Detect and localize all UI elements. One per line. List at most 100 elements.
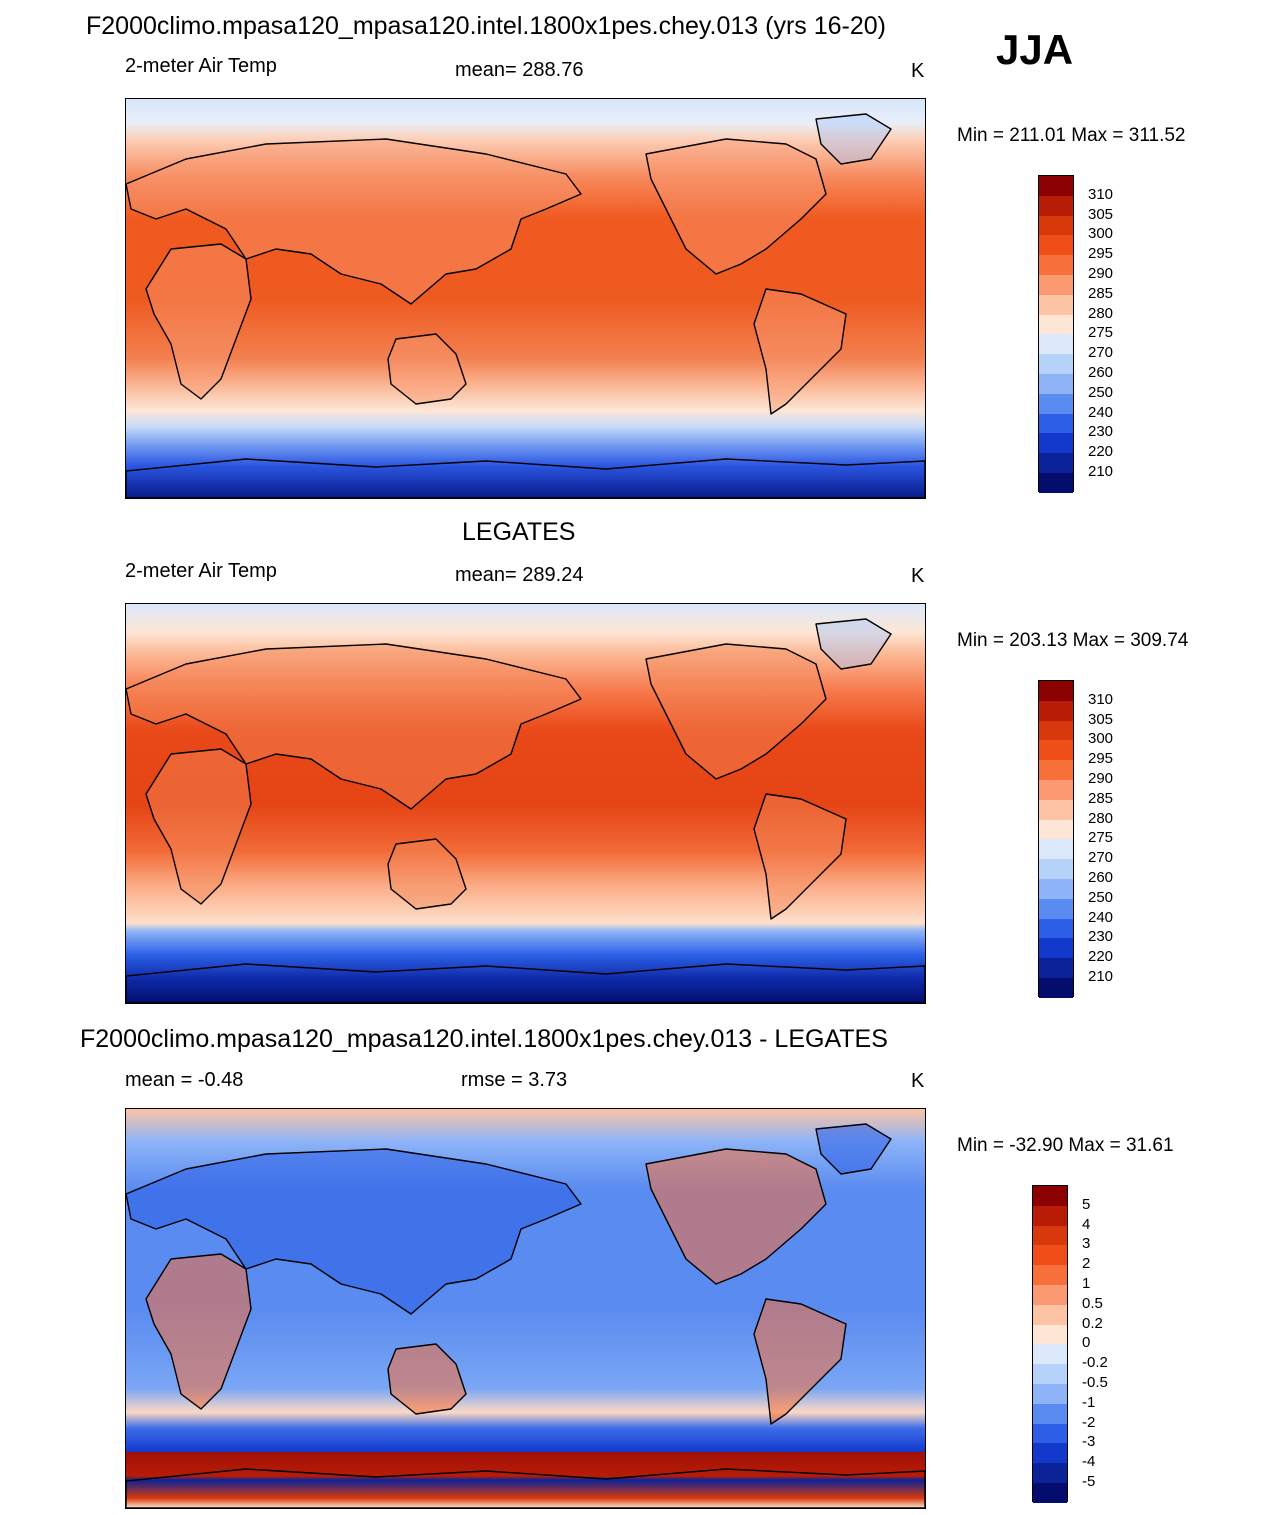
map-field — [126, 604, 925, 1003]
colorbar-swatch — [1033, 1463, 1067, 1484]
land-shading — [126, 1149, 581, 1314]
colorbar-swatch — [1039, 294, 1073, 316]
coastline — [126, 643, 582, 810]
panel-1-mean-label: mean= 288.76 — [455, 59, 584, 81]
colorbar-tick-label: 285 — [1088, 789, 1114, 807]
colorbar-tick-label: -2 — [1082, 1413, 1096, 1431]
panel-1-units-label: K — [911, 60, 925, 82]
coastline — [145, 243, 252, 400]
panel-2-units-label: K — [911, 565, 925, 587]
colorbar-tick-label: -5 — [1082, 1473, 1096, 1490]
colorbar-tick-label: 5 — [1082, 1195, 1091, 1213]
colorbar-swatch — [1039, 176, 1073, 197]
coastline — [126, 1148, 582, 1315]
land-shading — [146, 1254, 251, 1409]
panel-1-map — [125, 98, 926, 499]
colorbar-tick-label: 240 — [1088, 908, 1114, 926]
colorbar-tick-label: 300 — [1088, 225, 1114, 243]
colorbar-swatch — [1039, 215, 1073, 236]
coastline — [126, 963, 925, 1003]
colorbar-swatch — [1033, 1324, 1067, 1345]
colorbar-swatch — [1033, 1384, 1067, 1405]
colorbar-tick-label: 310 — [1088, 690, 1114, 708]
colorbar-swatch — [1039, 898, 1073, 920]
colorbar-swatch — [1039, 879, 1073, 900]
colorbar-swatch — [1039, 235, 1073, 256]
colorbar-swatch — [1033, 1344, 1067, 1365]
colorbar-tick-label: 260 — [1088, 364, 1114, 381]
land-shading — [816, 1124, 891, 1174]
coastline — [387, 838, 467, 910]
coastline — [126, 1468, 925, 1508]
coastline — [815, 113, 892, 165]
map-field — [126, 99, 925, 498]
panel-2-variable-label: 2-meter Air Temp — [125, 560, 277, 582]
land-shading — [646, 644, 826, 779]
colorbar-swatch — [1039, 433, 1073, 454]
colorbar-tick-label: 250 — [1088, 888, 1114, 906]
colorbar-swatch — [1039, 473, 1073, 494]
coastline — [387, 333, 467, 405]
colorbar-swatch — [1039, 393, 1073, 415]
colorbar-swatch — [1033, 1186, 1067, 1207]
colorbar-swatch — [1039, 918, 1073, 939]
colorbar-tick-label: 2 — [1082, 1255, 1091, 1273]
panel-3-map — [125, 1108, 926, 1509]
colorbar-tick-label: 275 — [1088, 324, 1114, 342]
colorbar-swatch — [1033, 1304, 1067, 1326]
colorbar-tick-label: 295 — [1088, 245, 1114, 263]
colorbar-swatch — [1039, 255, 1073, 276]
colorbar-tick-label: 1 — [1082, 1275, 1091, 1292]
colorbar-tick-label: 310 — [1088, 185, 1114, 203]
colorbar-swatch — [1039, 275, 1073, 296]
colorbar-tick-label: -4 — [1082, 1453, 1096, 1471]
colorbar-swatch — [1039, 799, 1073, 821]
colorbar-swatch — [1039, 681, 1073, 702]
colorbar-swatch — [1039, 195, 1073, 217]
colorbar-swatch — [1033, 1364, 1067, 1385]
colorbar-swatch — [1039, 760, 1073, 781]
colorbar-swatch — [1033, 1205, 1067, 1227]
season-label: JJA — [996, 26, 1074, 73]
coastline — [815, 618, 892, 670]
coastline — [145, 1253, 252, 1410]
colorbar-swatch — [1039, 720, 1073, 741]
land-shading — [388, 1344, 466, 1414]
colorbar-tick-label: 210 — [1088, 968, 1114, 985]
colorbar-tick-label: 270 — [1088, 344, 1114, 362]
colorbar-tick-label: -3 — [1082, 1433, 1096, 1451]
colorbar-tick-label: -0.2 — [1082, 1354, 1108, 1372]
land-shading — [388, 839, 466, 909]
colorbar-swatch — [1039, 700, 1073, 722]
colorbar-tick-label: 4 — [1082, 1215, 1091, 1233]
colorbar-tick-label: 260 — [1088, 869, 1114, 886]
coastline — [145, 748, 252, 905]
colorbar-tick-label: 305 — [1088, 710, 1114, 728]
panel-3-mean-label: mean = -0.48 — [125, 1069, 244, 1091]
colorbar-swatch — [1039, 978, 1073, 999]
coastline — [815, 1123, 892, 1175]
colorbar-tick-label: 0.5 — [1082, 1294, 1103, 1312]
colorbar-swatch — [1033, 1245, 1067, 1266]
colorbar-tick-label: 280 — [1088, 304, 1114, 322]
colorbar-swatch — [1039, 453, 1073, 474]
colorbar-tick-label: 280 — [1088, 809, 1114, 827]
land-shading — [388, 334, 466, 404]
panel-2-map — [125, 603, 926, 1004]
colorbar-swatch — [1039, 334, 1073, 355]
colorbar-tick-label: -0.5 — [1082, 1374, 1108, 1391]
coastline — [126, 138, 582, 305]
colorbar-tick-label: 230 — [1088, 928, 1114, 946]
colorbar-swatch — [1039, 413, 1073, 434]
colorbar-swatch — [1033, 1225, 1067, 1246]
colorbar-tick-label: 0 — [1082, 1334, 1091, 1352]
colorbar-swatch — [1039, 819, 1073, 840]
land-shading — [754, 794, 846, 919]
panel-3-rmse-label: rmse = 3.73 — [461, 1069, 568, 1091]
panel-2-minmax: Min = 203.13 Max = 309.74 — [957, 630, 1189, 651]
land-shading — [646, 139, 826, 274]
colorbar-swatch — [1033, 1423, 1067, 1444]
panel-3-title: F2000climo.mpasa120_mpasa120.intel.1800x… — [80, 1025, 888, 1053]
colorbar-tick-label: 290 — [1088, 770, 1114, 787]
panel-2-mean-label: mean= 289.24 — [455, 564, 584, 586]
